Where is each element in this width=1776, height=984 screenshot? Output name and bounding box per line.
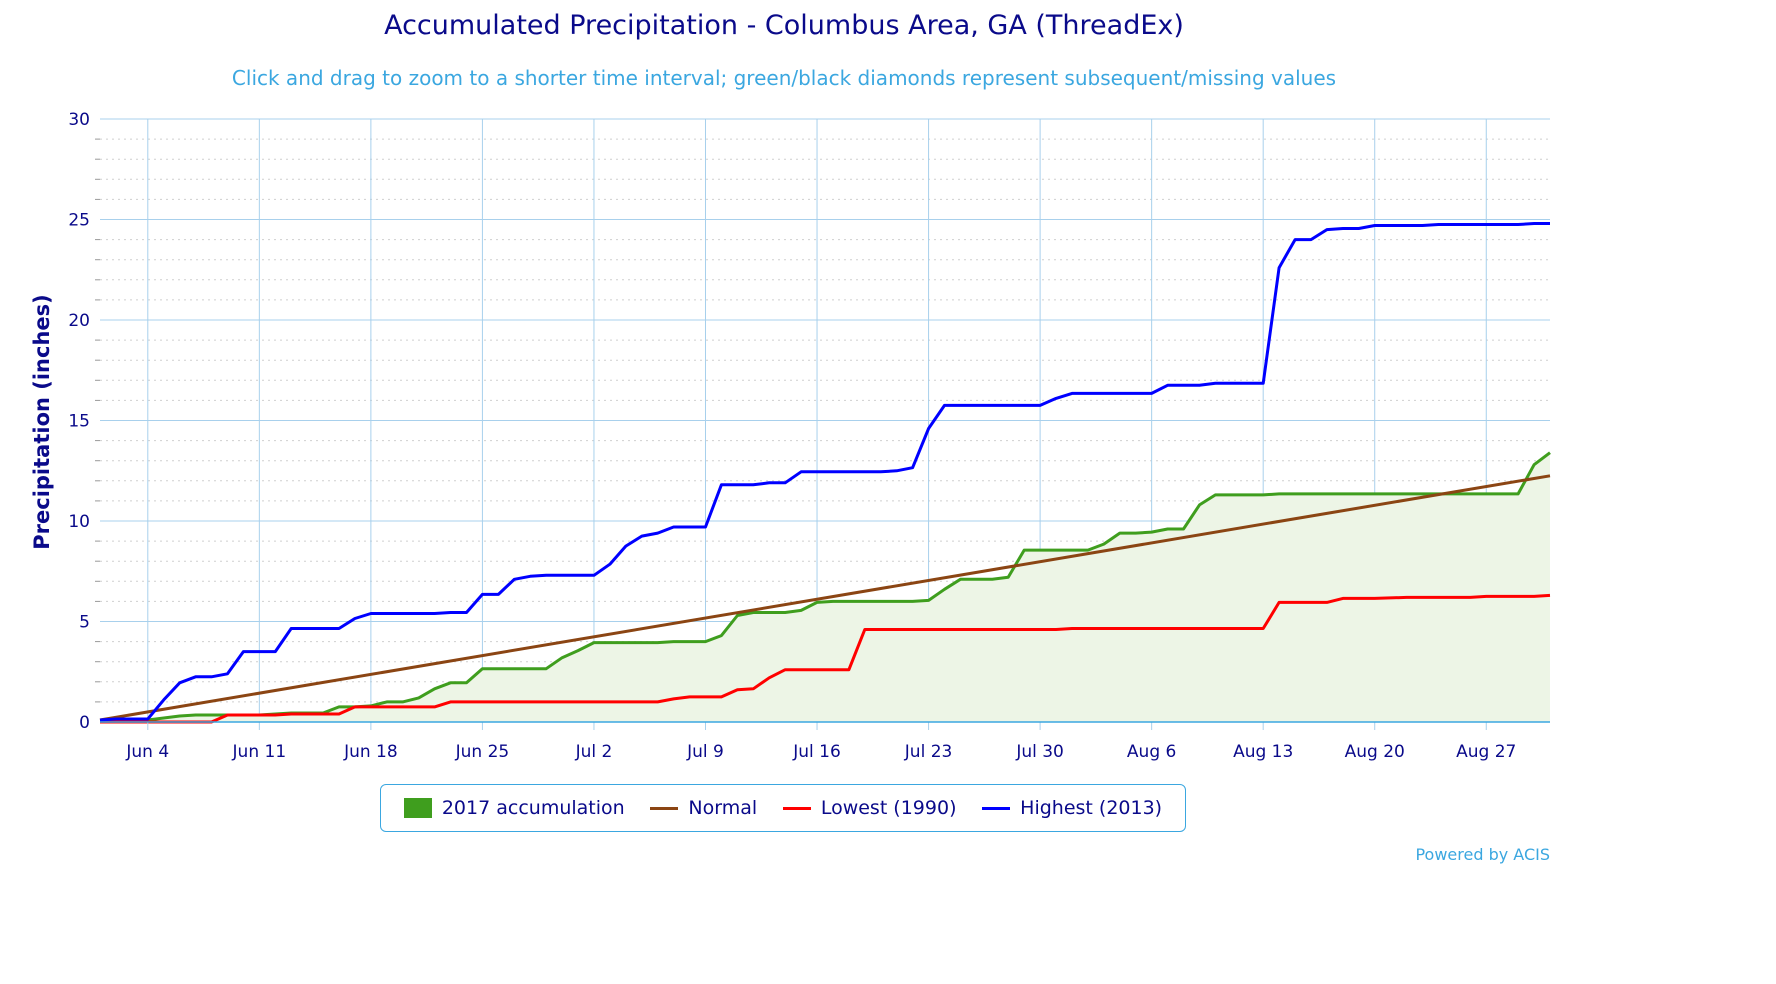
y-tick-label: 30 <box>68 110 90 130</box>
x-tick-label: Jul 16 <box>792 742 841 762</box>
legend-swatch <box>650 806 679 810</box>
legend-label: Normal <box>688 797 758 819</box>
legend-label: 2017 accumulation <box>441 797 625 819</box>
series-line-lowest-1990 <box>100 593 1551 724</box>
legend-item[interactable]: 2017 accumulation <box>403 797 625 819</box>
minor-grid <box>100 138 1550 703</box>
chart-title: Accumulated Precipitation - Columbus Are… <box>384 10 1184 41</box>
x-tick-label: Jun 4 <box>125 742 169 762</box>
x-tick-label: Aug 6 <box>1127 742 1176 762</box>
x-tick-label: Jun 18 <box>343 742 398 762</box>
y-tick-label: 15 <box>68 412 90 432</box>
x-tick-label: Aug 27 <box>1456 742 1516 762</box>
series-area-2017-accumulation <box>100 452 1550 722</box>
x-tick-label: Aug 13 <box>1233 742 1293 762</box>
y-tick-label: 25 <box>68 211 90 231</box>
legend-swatch <box>782 806 811 810</box>
y-tick-label: 0 <box>79 713 90 733</box>
x-tick-label: Jun 25 <box>455 742 510 762</box>
legend: 2017 accumulation Normal Lowest (1990) High… <box>380 784 1186 832</box>
x-tick-label: Jun 11 <box>232 742 287 762</box>
credit-link[interactable]: Powered by ACIS <box>1415 845 1550 864</box>
series-line-normal <box>99 474 1551 722</box>
x-tick-label: Jul 23 <box>904 742 953 762</box>
series-layer <box>99 222 1551 724</box>
chart-subtitle: Click and drag to zoom to a shorter time… <box>231 66 1337 90</box>
x-tick-label: Aug 20 <box>1345 742 1405 762</box>
legend-item[interactable]: Highest (2013) <box>982 797 1162 819</box>
legend-label: Lowest (1990) <box>820 797 957 819</box>
legend-item[interactable]: Normal <box>650 797 757 819</box>
legend-label: Highest (2013) <box>1020 797 1163 819</box>
axis-layer: 0 5 10 15 20 25 30 Jun 4 Jun 11 Jun 18 Jun 25 Jul 2… <box>68 110 1550 762</box>
legend-item[interactable]: Lowest (1990) <box>782 797 957 819</box>
series-line-highest-2013 <box>99 222 1550 722</box>
legend-swatch <box>982 806 1011 810</box>
x-tick-label: Jul 2 <box>575 742 613 762</box>
legend-swatch <box>403 798 432 818</box>
x-tick-label: Jul 9 <box>686 742 724 762</box>
x-tick-label: Jul 30 <box>1015 742 1064 762</box>
y-tick-label: 5 <box>79 613 90 633</box>
y-tick-label: 20 <box>68 311 90 331</box>
y-tick-label: 10 <box>68 512 90 532</box>
